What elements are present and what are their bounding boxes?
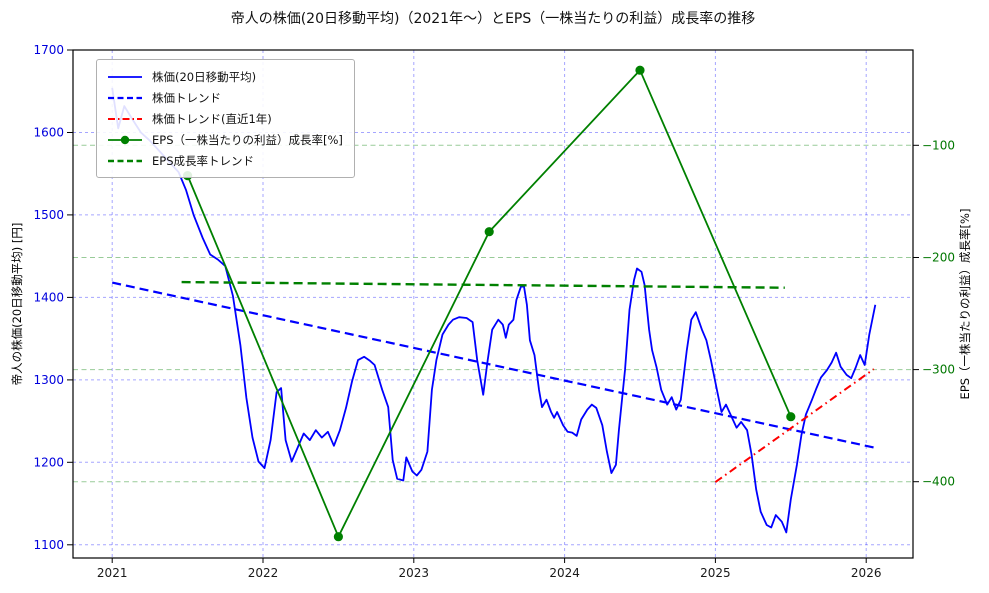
plot-frame bbox=[72, 49, 914, 559]
legend-line-sample bbox=[108, 135, 142, 144]
legend-item-3: EPS（一株当たりの利益）成長率[%] bbox=[106, 130, 343, 149]
y-right-tick-label: −400 bbox=[922, 475, 955, 489]
legend-sample-marker bbox=[120, 135, 130, 144]
chart-title: 帝人の株価(20日移動平均)（2021年～）とEPS（一株当たりの利益）成長率の… bbox=[230, 11, 756, 27]
x-tick-label: 2025 bbox=[700, 566, 731, 580]
y-left-tick-label: 1100 bbox=[33, 538, 64, 552]
y-left-tick-label: 1600 bbox=[33, 126, 64, 140]
y-left-tick-label: 1400 bbox=[33, 290, 64, 304]
y-left-tick-label: 1500 bbox=[33, 208, 64, 222]
right-axis-label: EPS（一株当たりの利益）成長率[%] bbox=[958, 208, 972, 400]
y-right-tick-label: −200 bbox=[922, 251, 955, 265]
series-marker-3 bbox=[786, 412, 796, 422]
series-marker-3 bbox=[333, 532, 343, 542]
left-axis-label: 帝人の株価(20日移動平均) [円] bbox=[10, 222, 24, 386]
x-tick-label: 2024 bbox=[549, 566, 580, 580]
legend-line-sample bbox=[108, 96, 142, 99]
legend-item-0: 株価(20日移動平均) bbox=[106, 67, 343, 86]
legend-item-label: 株価(20日移動平均) bbox=[152, 69, 257, 84]
legend-item-1: 株価トレンド bbox=[106, 88, 343, 107]
legend-item-label: EPS成長率トレンド bbox=[152, 153, 254, 168]
x-tick-label: 2022 bbox=[248, 566, 279, 580]
y-right-tick-label: −100 bbox=[922, 138, 955, 152]
series-marker-3 bbox=[484, 227, 494, 237]
series-line-0 bbox=[111, 87, 877, 534]
y-right-tick-label: −300 bbox=[922, 363, 955, 377]
y-left-tick-label: 1300 bbox=[33, 373, 64, 387]
series-line-4 bbox=[181, 280, 785, 289]
y-left-tick-label: 1200 bbox=[33, 455, 64, 469]
legend-item-4: EPS成長率トレンド bbox=[106, 151, 343, 170]
legend-item-label: 株価トレンド bbox=[152, 90, 221, 105]
legend-line-sample bbox=[108, 117, 142, 120]
legend-line-sample bbox=[108, 159, 142, 162]
series-marker-3 bbox=[635, 65, 645, 75]
series-line-1 bbox=[111, 281, 875, 449]
legend-item-2: 株価トレンド(直近1年) bbox=[106, 109, 343, 128]
x-tick-label: 2021 bbox=[97, 566, 128, 580]
series-line-2 bbox=[714, 368, 875, 483]
legend-line-sample bbox=[108, 75, 142, 78]
x-tick-label: 2026 bbox=[851, 566, 882, 580]
legend-item-label: 株価トレンド(直近1年) bbox=[152, 111, 272, 126]
y-left-tick-label: 1700 bbox=[33, 43, 64, 57]
legend: 株価(20日移動平均) 株価トレンド株価トレンド(直近1年) EPS（一株当たりの利… bbox=[96, 59, 355, 178]
legend-item-label: EPS（一株当たりの利益）成長率[%] bbox=[152, 132, 343, 147]
x-tick-label: 2023 bbox=[399, 566, 430, 580]
